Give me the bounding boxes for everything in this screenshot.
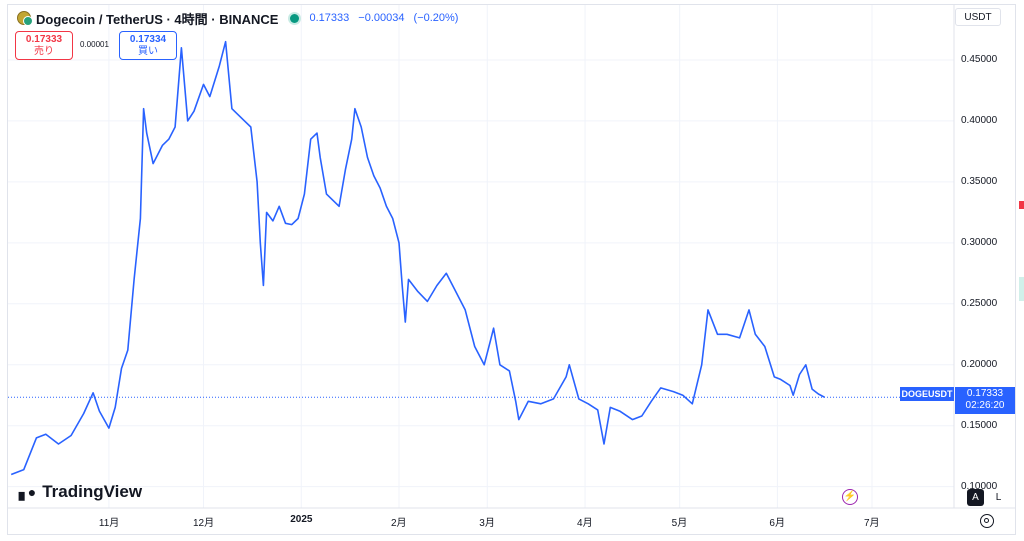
sell-price: 0.17333	[25, 34, 63, 45]
x-tick-label: 6月	[769, 518, 785, 529]
symbol-price-tag: DOGEUSDT	[900, 387, 954, 401]
sell-price-marker	[1019, 201, 1024, 209]
price-change-pct: (−0.20%)	[413, 12, 459, 24]
tradingview-logo[interactable]: ▖● TradingView	[19, 482, 143, 501]
tradingview-logo-icon: ▖●	[19, 483, 36, 500]
x-tick-label: 12月	[193, 518, 215, 529]
last-price: 0.17333	[309, 12, 350, 24]
settings-gear-icon[interactable]	[980, 514, 994, 528]
dogecoin-icon	[17, 11, 33, 26]
y-tick-label: 0.20000	[961, 358, 998, 370]
quote-readout: 0.17333 −0.00034 (−0.20%)	[309, 12, 464, 24]
chart-frame	[7, 4, 1016, 535]
chart-grid	[8, 5, 954, 508]
x-tick-label: 7月	[864, 518, 880, 529]
spread-value: 0.00001	[80, 40, 109, 49]
lightning-icon[interactable]: ⚡	[842, 489, 858, 505]
x-tick-label: 5月	[671, 518, 688, 529]
x-tick-label: 2月	[391, 518, 407, 529]
x-tick-label: 11月	[98, 518, 120, 529]
y-tick-label: 0.10000	[961, 480, 998, 492]
bar-countdown: 02:26:20	[965, 400, 1005, 411]
series-line-dogeusdt	[10, 40, 826, 476]
currency-selector[interactable]: USDT	[955, 8, 1001, 26]
sell-button[interactable]: 0.17333 売り	[15, 31, 73, 60]
buy-label: 買い	[138, 46, 158, 57]
y-tick-label: 0.40000	[961, 114, 998, 126]
last-price-tag-value: 0.17333	[966, 388, 1004, 399]
market-open-icon	[290, 13, 300, 23]
last-price-tag: 0.17333 02:26:20	[955, 387, 1015, 414]
tradingview-logo-text: TradingView	[42, 482, 143, 501]
x-tick-label: 2025	[290, 514, 313, 525]
symbol-title[interactable]: Dogecoin / TetherUS · 4時間 · BINANCE	[36, 11, 279, 27]
auto-scale-button[interactable]: A	[967, 489, 984, 506]
y-tick-label: 0.45000	[961, 53, 998, 65]
log-scale-button[interactable]: L	[995, 492, 1002, 503]
buy-price: 0.17334	[129, 34, 167, 45]
price-change: −0.00034	[358, 12, 405, 24]
symbol-header[interactable]: Dogecoin / TetherUS · 4時間 · BINANCE 0.17…	[17, 9, 464, 27]
scale-marker	[1019, 277, 1024, 301]
y-tick-label: 0.15000	[961, 419, 998, 431]
sell-label: 売り	[34, 46, 54, 57]
x-tick-label: 3月	[479, 518, 495, 529]
y-tick-label: 0.30000	[961, 236, 998, 248]
y-tick-label: 0.35000	[961, 175, 998, 187]
buy-button[interactable]: 0.17334 買い	[119, 31, 177, 60]
y-tick-label: 0.25000	[961, 297, 998, 309]
x-tick-label: 4月	[577, 518, 593, 529]
